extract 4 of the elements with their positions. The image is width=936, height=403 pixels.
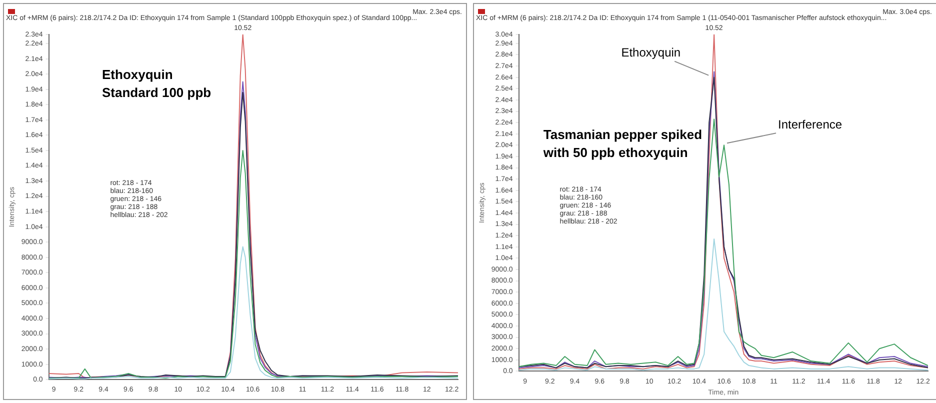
annotation: Interference	[778, 117, 842, 132]
annotation: Ethoxyquin Standard 100 ppb	[102, 67, 212, 100]
annotation: Tasmanian pepper spiked with 50 ppb ethoxyquin	[542, 126, 702, 160]
annotation: Ethoxyquin	[621, 46, 681, 60]
